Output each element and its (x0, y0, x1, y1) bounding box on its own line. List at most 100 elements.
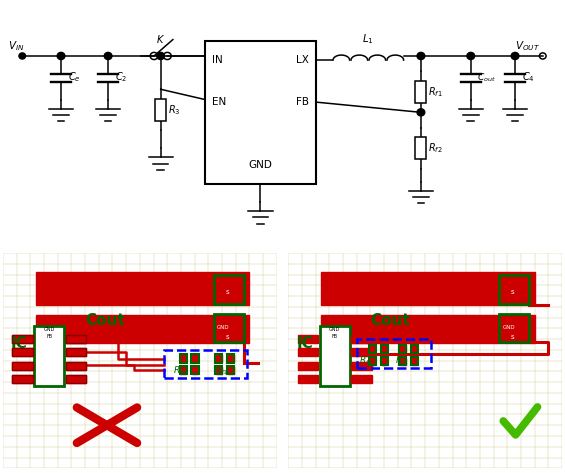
Bar (400, 358, 406, 365)
Text: $R_3$: $R_3$ (168, 103, 180, 117)
Text: $C_2$: $C_2$ (115, 70, 127, 84)
Bar (369, 345, 376, 353)
Bar (66, 348, 86, 356)
Bar (12, 375, 33, 383)
Circle shape (417, 109, 425, 116)
Text: EN: EN (212, 97, 226, 107)
Bar (216, 355, 221, 362)
Circle shape (511, 53, 519, 60)
FancyBboxPatch shape (34, 326, 64, 386)
Bar (215, 366, 223, 375)
FancyBboxPatch shape (320, 326, 350, 386)
Text: $R_{f1}$: $R_{f1}$ (214, 364, 228, 377)
Text: GND: GND (249, 159, 272, 170)
Text: GND: GND (44, 327, 55, 332)
Bar (227, 366, 234, 375)
Circle shape (19, 53, 25, 59)
Bar (415, 80, 427, 103)
Bar (412, 358, 418, 365)
Text: IN: IN (212, 55, 223, 65)
Bar (66, 335, 86, 343)
Bar (192, 354, 199, 363)
Text: GND: GND (217, 325, 230, 330)
Bar (298, 375, 318, 383)
Bar (12, 348, 33, 356)
Bar (228, 355, 233, 362)
Text: $C_e$: $C_e$ (68, 70, 80, 84)
Circle shape (417, 53, 425, 60)
Bar (66, 361, 86, 370)
Bar (227, 354, 234, 363)
Text: s: s (225, 289, 229, 295)
Text: s: s (511, 334, 515, 340)
Bar (36, 315, 250, 343)
Text: FB: FB (296, 97, 309, 107)
Text: $R_{f2}$: $R_{f2}$ (428, 141, 443, 155)
Text: $L_1$: $L_1$ (362, 32, 374, 46)
Bar (12, 361, 33, 370)
Text: GND: GND (329, 327, 340, 332)
Text: LX: LX (296, 55, 309, 65)
Bar (298, 348, 318, 356)
Bar (351, 348, 372, 356)
Text: s: s (511, 289, 515, 295)
Circle shape (157, 53, 164, 60)
Text: $V_{OUT}$: $V_{OUT}$ (515, 40, 540, 53)
Bar (12, 335, 33, 343)
Bar (298, 335, 318, 343)
Bar (192, 367, 198, 374)
Bar (12, 375, 33, 383)
Bar (180, 354, 187, 363)
Text: $K$: $K$ (156, 33, 165, 45)
Bar (382, 345, 388, 352)
Bar (12, 348, 33, 356)
Bar (192, 355, 198, 362)
Bar (12, 335, 33, 343)
Bar (36, 272, 250, 305)
Bar (228, 367, 233, 374)
Text: s: s (225, 334, 229, 340)
Bar (351, 361, 372, 370)
Bar (411, 345, 418, 353)
Bar (321, 272, 534, 305)
Text: FB: FB (46, 334, 53, 340)
Text: $R_{f1}$: $R_{f1}$ (395, 355, 409, 367)
Bar (381, 345, 388, 353)
Bar (155, 98, 166, 121)
Text: $R_{f1}$: $R_{f1}$ (428, 85, 443, 99)
Circle shape (104, 53, 112, 60)
Bar (66, 348, 86, 356)
Bar (66, 335, 86, 343)
Bar (351, 335, 372, 343)
Bar (382, 358, 388, 365)
Text: $C_4$: $C_4$ (521, 70, 534, 84)
Bar (370, 358, 376, 365)
Bar (399, 357, 406, 365)
Bar (66, 361, 86, 370)
Bar (381, 357, 388, 365)
Text: $R_{f2}$: $R_{f2}$ (359, 355, 373, 367)
Bar (400, 345, 406, 352)
Bar (412, 345, 418, 352)
Bar (216, 367, 221, 374)
Text: Cout: Cout (85, 313, 125, 328)
Text: GND: GND (502, 325, 515, 330)
Bar (321, 315, 534, 343)
Text: FB: FB (332, 334, 338, 340)
Bar (180, 367, 186, 374)
Bar (411, 357, 418, 365)
Bar (369, 357, 376, 365)
Text: Cout: Cout (371, 313, 410, 328)
Bar (370, 345, 376, 352)
Bar (66, 375, 86, 383)
Text: $R_{f2}$: $R_{f2}$ (173, 364, 186, 377)
Circle shape (57, 53, 65, 60)
Text: IC: IC (11, 336, 28, 351)
Bar (205, 41, 316, 184)
Bar (66, 375, 86, 383)
Text: $C_{out}$: $C_{out}$ (477, 71, 496, 84)
Bar (180, 355, 186, 362)
Bar (12, 361, 33, 370)
Bar (351, 375, 372, 383)
Bar (215, 354, 223, 363)
